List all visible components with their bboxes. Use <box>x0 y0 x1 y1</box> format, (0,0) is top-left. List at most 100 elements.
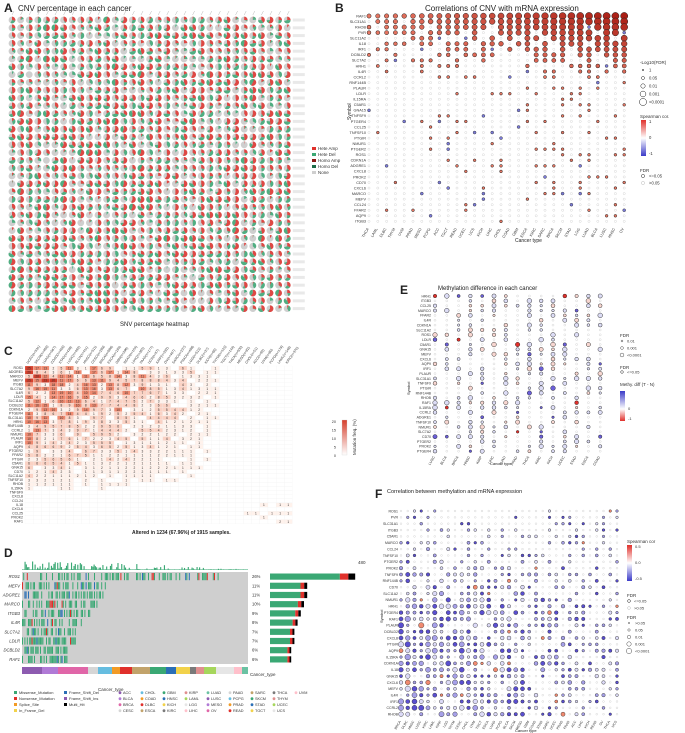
cnv-pie <box>223 24 231 32</box>
pie-slice <box>163 27 167 32</box>
cnv-pie <box>240 180 248 188</box>
pie-slice <box>111 58 118 63</box>
pie-slice <box>20 164 24 169</box>
pie-slice <box>20 86 23 91</box>
pie-slice <box>141 203 145 210</box>
cnv-pie <box>283 63 291 71</box>
pie-slice <box>283 227 288 234</box>
pie-slice <box>72 242 76 250</box>
pie-slice <box>261 94 263 98</box>
pie-slice <box>149 299 154 305</box>
cnv-pie <box>120 188 128 196</box>
pie-slice <box>37 47 42 55</box>
pie-slice <box>29 196 31 200</box>
pie-slice <box>192 164 196 170</box>
cnv-pie <box>129 250 136 258</box>
pie-slice <box>172 300 178 305</box>
cnv-pie <box>189 266 197 273</box>
pie-slice <box>192 16 194 20</box>
pie-slice <box>163 51 167 55</box>
cnv-pie <box>172 40 179 47</box>
pie-slice <box>251 222 257 227</box>
pie-slice <box>98 40 102 44</box>
cnv-pie <box>60 157 68 164</box>
pie-slice <box>63 87 67 94</box>
pie-slice <box>218 32 222 36</box>
cnv-pie <box>17 16 24 24</box>
pie-slice <box>278 266 282 270</box>
pie-slice <box>232 74 239 79</box>
pie-slice <box>132 305 134 309</box>
cnv-pie <box>25 16 33 24</box>
pie-slice <box>207 222 212 227</box>
cnv-pie <box>180 164 188 172</box>
pie-slice <box>201 266 205 270</box>
cnv-pie <box>68 125 76 133</box>
cnv-pie <box>77 266 85 273</box>
pie-slice <box>235 151 239 155</box>
pie-slice <box>98 118 102 125</box>
pie-slice <box>63 281 67 287</box>
cnv-pie <box>60 55 67 63</box>
pie-slice <box>164 172 171 180</box>
pie-slice <box>55 86 59 94</box>
cnv-pie <box>197 180 205 188</box>
cnv-pie <box>223 172 231 180</box>
cnv-pie <box>60 24 67 32</box>
pie-slice <box>206 34 213 39</box>
pie-slice <box>146 105 150 110</box>
pie-slice <box>115 274 117 278</box>
pie-slice <box>175 274 179 278</box>
pie-slice <box>244 79 246 83</box>
row-label-placeholder <box>292 244 305 248</box>
pie-slice <box>72 235 76 241</box>
pie-slice <box>227 258 230 262</box>
pie-slice <box>166 289 171 297</box>
cnv-pie <box>34 141 42 149</box>
pie-slice <box>51 137 55 141</box>
pie-slice <box>235 55 239 59</box>
cnv-pie <box>94 203 102 211</box>
pie-slice <box>12 55 16 59</box>
pie-slice <box>106 160 110 164</box>
pie-slice <box>120 112 127 117</box>
pie-slice <box>86 269 90 273</box>
pie-slice <box>46 49 50 55</box>
pie-slice <box>227 40 231 47</box>
cnv-pie <box>8 266 16 273</box>
pie-slice <box>154 98 159 102</box>
pie-base <box>8 180 16 188</box>
pie-slice <box>18 118 25 125</box>
pie-slice <box>44 180 50 188</box>
pie-slice <box>241 230 248 235</box>
cnv-pie <box>146 266 154 273</box>
pie-slice <box>149 289 153 293</box>
cnv-pie <box>275 250 282 258</box>
pie-slice <box>158 281 162 286</box>
pie-slice <box>55 196 57 200</box>
pie-slice <box>72 102 76 106</box>
pie-slice <box>106 141 111 148</box>
cnv-pie <box>34 172 42 180</box>
cnv-pie <box>232 164 240 172</box>
pie-slice <box>266 20 270 24</box>
pie-slice <box>268 305 274 312</box>
pie-slice <box>192 152 196 156</box>
pie-slice <box>20 16 24 20</box>
cnv-pie <box>25 281 33 289</box>
pie-slice <box>62 203 68 211</box>
pie-slice <box>123 254 128 256</box>
pie-slice <box>215 98 219 101</box>
pie-slice <box>20 227 25 234</box>
pie-slice <box>276 121 279 125</box>
pie-slice <box>261 118 265 122</box>
pie-slice <box>227 24 231 30</box>
pie-slice <box>51 24 55 31</box>
pie-slice <box>227 203 230 208</box>
pie-slice <box>235 207 239 210</box>
pie-slice <box>80 219 82 223</box>
pie-slice <box>278 79 282 86</box>
pie-slice <box>180 129 187 133</box>
pie-slice <box>260 212 265 219</box>
cnv-pie <box>120 55 128 63</box>
